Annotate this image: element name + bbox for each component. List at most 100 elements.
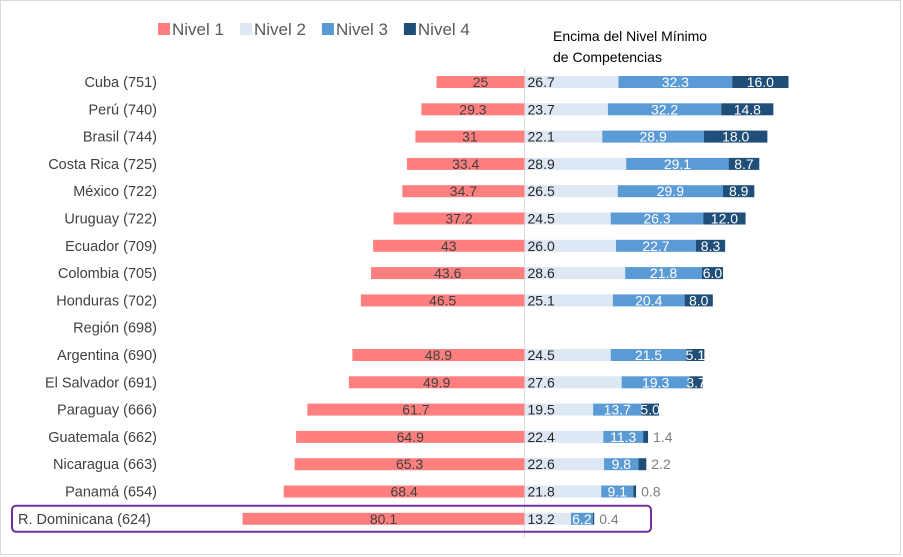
value-label-nivel-4-costa-rica-725: 8.7 [734,156,754,172]
bar-nivel-2-colombia-705 [524,267,626,280]
bar-nivel-4-el-salvador-691 [689,376,703,389]
bar-nivel-4-panama-654 [633,485,637,498]
bar-nivel-2-brasil-744 [524,130,603,143]
bar-nivel-3-costa-rica-725 [626,157,729,170]
value-label-nivel-3-colombia-705: 21.8 [650,265,677,281]
bar-nivel-2-ecuador-709 [524,239,617,252]
bar-nivel-1-peru-740 [421,103,525,116]
value-label-nivel-2-ecuador-709: 26.0 [528,238,555,254]
bar-nivel-2-peru-740 [524,103,608,116]
category-label-el-salvador-691: El Salvador (691) [45,375,157,391]
value-label-nivel-4-ecuador-709: 8.3 [701,238,721,254]
category-label-paraguay-666: Paraguay (666) [57,403,157,419]
bar-nivel-2-nicaragua-663 [524,458,605,471]
value-label-nivel-3-ecuador-709: 22.7 [642,238,669,254]
category-label-brasil-744: Brasil (744) [83,130,157,146]
bar-nivel-2-argentina-690 [524,349,611,361]
value-label-nivel-2-mexico-722: 26.5 [528,183,555,199]
value-label-nivel-4-r-dominicana-624: 0.4 [599,511,619,527]
value-label-nivel-2-uruguay-722: 24.5 [528,211,555,227]
bar-nivel-1-ecuador-709 [373,239,525,252]
bar-nivel-3-r-dominicana-624 [570,512,593,525]
bar-nivel-4-brasil-744 [704,130,768,143]
bar-nivel-2-uruguay-722 [524,212,611,225]
value-label-nivel-1-cuba-751: 25 [473,74,489,90]
value-label-nivel-4-guatemala-662: 1.4 [653,429,673,445]
value-label-nivel-2-colombia-705: 28.6 [528,265,555,281]
legend-label-nivel-3: Nivel 3 [336,20,388,39]
bar-nivel-3-nicaragua-663 [604,458,639,471]
value-label-nivel-3-costa-rica-725: 29.1 [664,156,691,172]
bar-nivel-4-guatemala-662 [643,430,649,443]
bar-nivel-2-guatemala-662 [524,430,604,443]
bar-nivel-2-costa-rica-725 [524,157,627,170]
value-label-nivel-3-cuba-751: 32.3 [662,74,689,90]
legend-swatch-nivel-3 [321,23,334,35]
category-label-nicaragua-663: Nicaragua (663) [53,457,157,473]
category-label-peru-740: Perú (740) [88,102,157,118]
category-label-cuba-751: Cuba (751) [84,75,157,91]
value-label-nivel-2-brasil-744: 22.1 [528,129,555,145]
value-label-nivel-1-nicaragua-663: 65.3 [396,456,423,472]
value-label-nivel-3-uruguay-722: 26.3 [643,211,670,227]
value-label-nivel-4-peru-740: 14.8 [734,101,761,117]
bar-nivel-1-brasil-744 [415,130,525,143]
bar-nivel-4-honduras-702 [684,294,713,307]
category-label-mexico-722: México (722) [73,184,157,200]
value-label-nivel-4-panama-654: 0.8 [641,484,661,500]
value-label-nivel-3-mexico-722: 29.9 [657,183,684,199]
category-label-uruguay-722: Uruguay (722) [64,212,157,228]
bar-nivel-4-colombia-705 [701,267,724,280]
value-label-nivel-4-nicaragua-663: 2.2 [651,456,671,472]
category-label-honduras-702: Honduras (702) [56,293,157,309]
value-label-nivel-4-uruguay-722: 12.0 [711,211,738,227]
bar-nivel-3-honduras-702 [612,294,685,307]
value-label-nivel-3-honduras-702: 20.4 [635,292,662,308]
legend-label-nivel-2: Nivel 2 [254,20,306,39]
bar-nivel-3-el-salvador-691 [621,376,690,389]
bar-nivel-4-cuba-751 [732,76,789,88]
bar-nivel-1-colombia-705 [371,267,525,280]
value-label-nivel-4-cuba-751: 16.0 [747,74,774,90]
category-label-panama-654: Panamá (654) [65,485,157,501]
value-label-nivel-2-argentina-690: 24.5 [528,347,555,363]
value-label-nivel-4-brasil-744: 18.0 [722,129,749,145]
value-label-nivel-3-peru-740: 32.2 [651,101,678,117]
bar-nivel-2-honduras-702 [524,294,613,307]
bar-nivel-3-ecuador-709 [616,239,696,252]
bar-nivel-1-mexico-722 [402,185,525,198]
legend-swatch-nivel-2 [239,23,252,35]
bar-nivel-4-peru-740 [721,103,774,116]
annotation-line-1: Encima del Nivel Mínimo [553,28,707,44]
bar-nivel-3-guatemala-662 [603,430,644,443]
bar-nivel-4-costa-rica-725 [728,157,760,170]
value-label-nivel-1-guatemala-662: 64.9 [397,429,424,445]
bar-nivel-1-argentina-690 [352,349,525,361]
bar-nivel-4-uruguay-722 [703,212,746,225]
value-label-nivel-2-panama-654: 21.8 [528,484,555,500]
legend-swatch-nivel-1 [158,23,170,35]
value-label-nivel-1-argentina-690: 48.9 [425,347,452,363]
value-label-nivel-3-argentina-690: 21.5 [635,347,662,363]
value-label-nivel-4-paraguay-666: 5.0 [640,402,660,418]
bar-nivel-2-mexico-722 [524,185,618,198]
value-label-nivel-1-mexico-722: 34.7 [450,183,477,199]
bar-nivel-4-nicaragua-663 [638,458,647,471]
value-label-nivel-2-el-salvador-691: 27.6 [528,374,555,390]
value-label-nivel-3-guatemala-662: 11.3 [610,429,636,445]
value-label-nivel-3-panama-654: 9.1 [608,484,628,500]
bar-nivel-4-r-dominicana-624 [592,512,595,525]
category-label-colombia-705: Colombia (705) [58,266,157,282]
bar-nivel-1-cuba-751 [436,76,525,88]
bar-nivel-3-peru-740 [607,103,722,116]
value-label-nivel-4-el-salvador-691: 3.7 [686,374,706,390]
value-label-nivel-1-honduras-702: 46.5 [429,292,456,308]
value-label-nivel-2-guatemala-662: 22.4 [528,429,555,445]
value-label-nivel-2-cuba-751: 26.7 [528,74,555,90]
value-label-nivel-1-peru-740: 29.3 [459,101,486,117]
bar-nivel-3-brasil-744 [602,130,705,143]
category-label-region-698: Región (698) [73,321,157,337]
value-label-nivel-4-argentina-690: 5.1 [686,347,706,363]
value-label-nivel-1-costa-rica-725: 33.4 [452,156,479,172]
